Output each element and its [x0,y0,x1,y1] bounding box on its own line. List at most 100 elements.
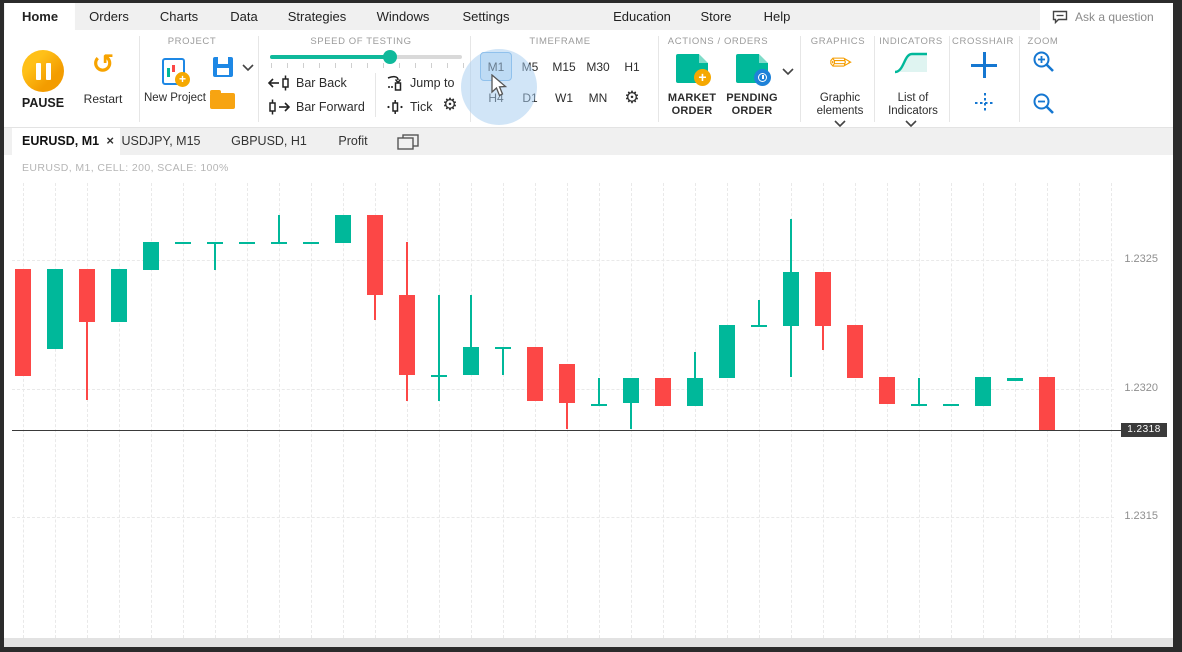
menu-item-orders[interactable]: Orders [89,9,129,24]
timeframe-button-m15[interactable]: M15 [552,60,576,74]
candle-body[interactable] [271,242,287,244]
tab-eurusd-m1[interactable]: EURUSD, M1 × [12,128,120,155]
zoom-out-icon[interactable] [1032,92,1056,116]
zoom-in-icon[interactable] [1032,50,1056,74]
timeframe-button-h1[interactable]: H1 [624,60,640,74]
candle-body[interactable] [911,404,927,406]
gridline-vertical [151,183,152,638]
candle-body[interactable] [559,364,575,403]
tab-usdjpy-m15[interactable]: USDJPY, M15 [121,134,201,148]
chart-area[interactable]: EURUSD, M1, CELL: 200, SCALE: 100% 1.232… [4,155,1173,647]
menu-item-home[interactable]: Home [4,3,76,30]
jump-to-button[interactable]: Jump to [410,76,455,90]
new-project-button[interactable]: + [162,58,190,87]
menu-item-charts[interactable]: Charts [159,9,199,24]
timeframe-button-d1[interactable]: D1 [522,91,538,105]
candle-body[interactable] [111,269,127,322]
bar-forward-button[interactable]: Bar Forward [296,100,365,114]
speed-slider-thumb[interactable] [383,50,397,64]
pending-order-button[interactable] [736,54,771,86]
candle-wick [214,242,216,270]
graphics-chevron-down-icon[interactable] [834,120,846,128]
save-project-icon[interactable] [213,57,233,77]
candle-body[interactable] [431,375,447,377]
menu-item-store[interactable]: Store [700,9,732,24]
candle-body[interactable] [719,325,735,378]
candle-body[interactable] [207,242,223,244]
speed-slider[interactable] [270,50,462,64]
candle-body[interactable] [975,377,991,406]
menu-item-settings[interactable]: Settings [462,9,510,24]
candle-body[interactable] [303,242,319,244]
candle-body[interactable] [847,325,863,378]
timeframe-button-mn[interactable]: MN [588,91,608,105]
indicators-chevron-down-icon[interactable] [905,120,917,128]
candle-body[interactable] [655,378,671,406]
candle-body[interactable] [15,269,31,376]
menu-item-windows[interactable]: Windows [376,9,430,24]
indicators-group-label: INDICATORS [879,36,943,47]
open-project-icon[interactable] [210,90,235,109]
current-price-line [12,430,1121,431]
candle-body[interactable] [879,377,895,404]
save-chevron-down-icon[interactable] [242,64,254,72]
candle-body[interactable] [591,404,607,406]
bar-back-button[interactable]: Bar Back [296,76,347,90]
timeframe-settings-gear-icon[interactable]: ⚙ [624,87,640,108]
tick-button[interactable]: Tick [410,100,433,114]
jump-to-icon [387,75,402,91]
menu-item-education[interactable]: Education [613,9,671,24]
tab-close-icon[interactable]: × [106,133,114,148]
speed-group-label: SPEED OF TESTING [310,36,412,47]
candle-body[interactable] [463,347,479,375]
pause-button[interactable] [22,50,64,92]
current-price-tag: 1.2318 [1121,423,1167,437]
candle-body[interactable] [815,272,831,326]
candle-body[interactable] [143,242,159,270]
timeframe-grid: M1 M5 M15 M30 H1 H4 D1 W1 MN ⚙ [479,51,649,114]
price-axis-label: 1.2320 [1124,382,1158,394]
timeframe-button-w1[interactable]: W1 [555,91,573,105]
candle-body[interactable] [367,215,383,295]
candle-body[interactable] [239,242,255,244]
timeframe-button-m30[interactable]: M30 [586,60,610,74]
tab-gbpusd-h1[interactable]: GBPUSD, H1 [231,134,307,148]
orders-chevron-down-icon[interactable] [782,68,794,76]
candle-body[interactable] [399,295,415,375]
candle-body[interactable] [527,347,543,401]
candle-body[interactable] [335,215,351,243]
restart-button[interactable]: ↺ [91,49,115,80]
indicator-curve-icon[interactable] [893,50,929,76]
candle-body[interactable] [783,272,799,326]
timeframe-button-m1[interactable]: M1 [480,52,512,81]
menu-item-strategies[interactable]: Strategies [287,9,347,24]
candle-body[interactable] [47,269,63,349]
candle-body[interactable] [495,347,511,349]
candle-body[interactable] [687,378,703,406]
ask-a-question-button[interactable]: Ask a question [1040,3,1173,30]
candle-body[interactable] [751,325,767,327]
new-window-icon[interactable] [396,134,420,150]
crosshair-dashed-icon[interactable] [974,92,996,114]
menu-item-help[interactable]: Help [763,9,791,24]
candle-body[interactable] [623,378,639,403]
candle-body[interactable] [1007,378,1023,381]
candle-body[interactable] [943,404,959,406]
pencil-icon[interactable]: ✏ [829,48,853,79]
candle-body[interactable] [1039,377,1055,430]
market-order-button[interactable]: + [676,54,711,86]
menu-item-data[interactable]: Data [230,9,258,24]
timeframe-button-h4[interactable]: H4 [488,91,504,105]
app-window: Home Orders Charts Data Strategies Windows Set… [4,3,1173,647]
candle-body[interactable] [79,269,95,322]
gridline-vertical [503,183,504,638]
gridline-vertical [343,183,344,638]
list-of-indicators-button[interactable]: List of Indicators [888,92,938,117]
speed-settings-gear-icon[interactable]: ⚙ [442,95,458,115]
graphic-elements-button[interactable]: Graphic elements [816,92,864,117]
timeframe-button-m5[interactable]: M5 [521,60,539,74]
candle-body[interactable] [175,242,191,244]
gridline-vertical [759,183,760,638]
tab-profit[interactable]: Profit [338,134,368,148]
crosshair-icon[interactable] [971,52,997,78]
